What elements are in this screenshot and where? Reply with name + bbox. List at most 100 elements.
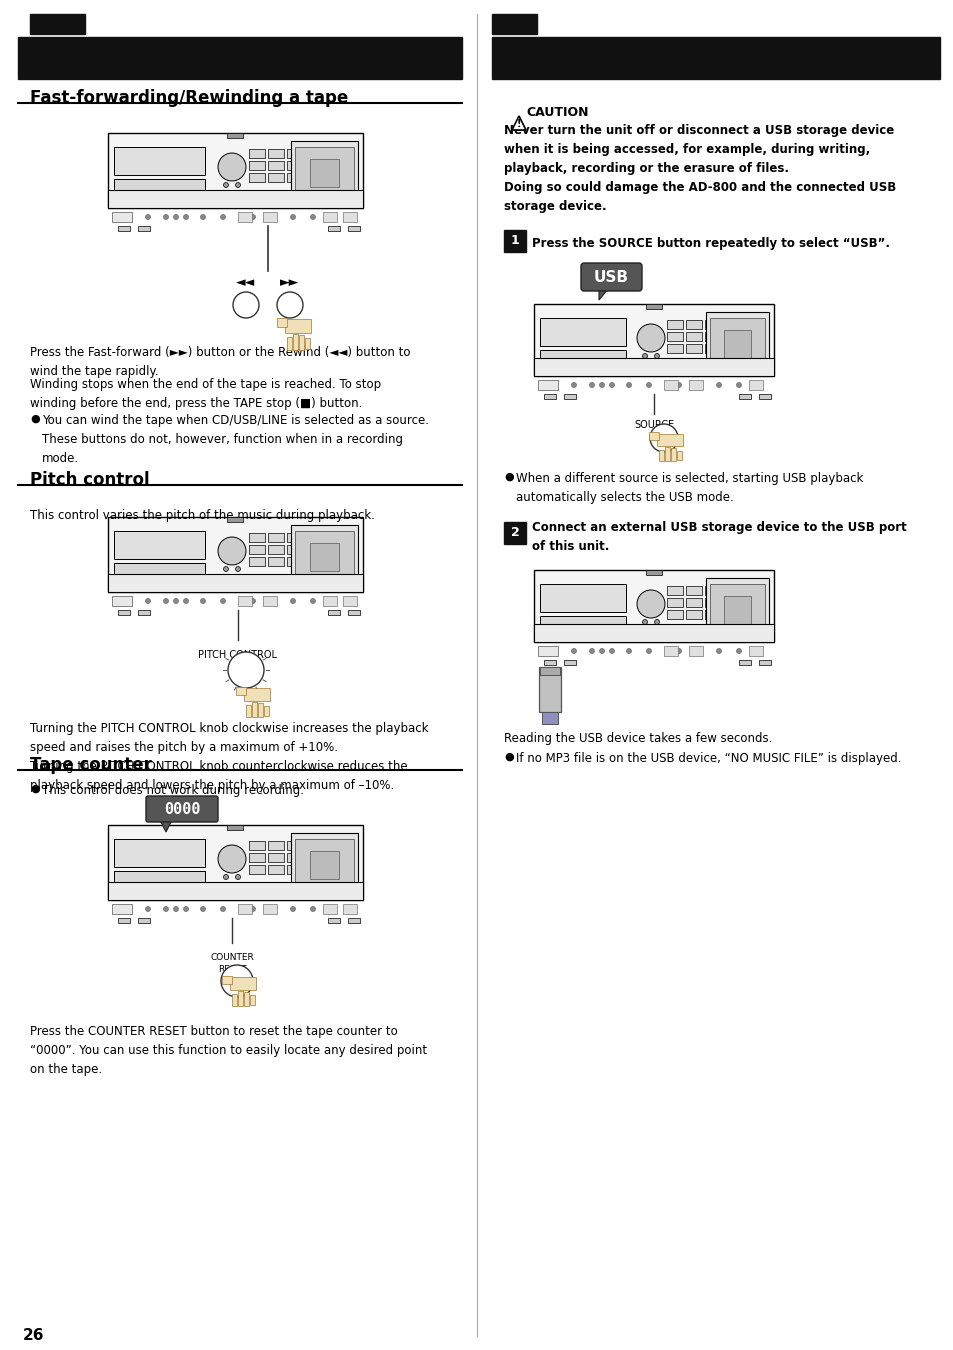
Circle shape — [163, 215, 169, 220]
Bar — [663, 647, 678, 656]
Bar — [323, 212, 336, 221]
Bar — [670, 448, 676, 460]
Bar — [138, 225, 150, 231]
Circle shape — [626, 382, 631, 387]
Circle shape — [235, 567, 240, 571]
Bar — [705, 578, 768, 639]
Circle shape — [163, 598, 169, 603]
Circle shape — [251, 215, 255, 220]
Circle shape — [223, 182, 229, 188]
Bar — [348, 225, 359, 231]
Bar — [534, 358, 773, 377]
Text: TAPE: TAPE — [39, 18, 74, 31]
Bar — [268, 865, 284, 873]
Bar — [666, 332, 682, 342]
Bar — [138, 610, 150, 616]
Text: Reading the USB device takes a few seconds.: Reading the USB device takes a few secon… — [503, 732, 772, 745]
Bar — [249, 148, 265, 158]
Bar — [677, 451, 681, 460]
Circle shape — [200, 906, 205, 911]
Bar — [543, 394, 556, 400]
Bar — [227, 517, 243, 522]
Bar — [113, 531, 205, 559]
Circle shape — [223, 875, 229, 879]
Circle shape — [163, 906, 169, 911]
Bar — [249, 545, 265, 554]
Bar — [263, 595, 276, 606]
FancyBboxPatch shape — [146, 796, 218, 822]
Circle shape — [598, 648, 604, 653]
Circle shape — [218, 537, 246, 566]
Circle shape — [598, 382, 604, 387]
Text: Tape counter: Tape counter — [30, 756, 152, 774]
Bar — [257, 703, 263, 717]
Bar — [492, 14, 537, 34]
Bar — [112, 595, 132, 606]
Text: 26: 26 — [23, 1327, 45, 1342]
Text: Winding stops when the end of the tape is reached. To stop
winding before the en: Winding stops when the end of the tape i… — [30, 378, 381, 410]
Bar — [268, 853, 284, 863]
Bar — [723, 598, 735, 608]
Bar — [108, 134, 363, 208]
Bar — [30, 14, 85, 34]
Text: 0000: 0000 — [164, 802, 200, 817]
Bar — [287, 841, 303, 850]
Bar — [112, 212, 132, 221]
Circle shape — [173, 598, 178, 603]
Bar — [287, 558, 303, 566]
Bar — [263, 904, 276, 914]
Circle shape — [626, 648, 631, 653]
Bar — [287, 173, 303, 182]
Circle shape — [183, 598, 189, 603]
Bar — [723, 610, 735, 620]
Bar — [227, 134, 243, 138]
Bar — [250, 995, 254, 1004]
Bar — [563, 660, 576, 666]
Bar — [645, 304, 661, 309]
Text: Press the Fast-forward (►►) button or the Rewind (◄◄) button to
wind the tape ra: Press the Fast-forward (►►) button or th… — [30, 346, 410, 378]
Bar — [492, 36, 939, 80]
Bar — [237, 212, 252, 221]
Bar — [685, 344, 701, 352]
Bar — [704, 598, 720, 608]
Bar — [310, 159, 339, 188]
Bar — [108, 517, 363, 593]
FancyBboxPatch shape — [580, 263, 641, 292]
Text: ●: ● — [30, 784, 40, 794]
Bar — [287, 865, 303, 873]
Circle shape — [649, 424, 678, 452]
Bar — [503, 522, 525, 544]
Circle shape — [235, 875, 240, 879]
Circle shape — [609, 382, 614, 387]
Bar — [537, 647, 558, 656]
Bar — [294, 838, 354, 887]
Bar — [108, 882, 363, 900]
Bar — [108, 574, 363, 593]
Text: Pitch control: Pitch control — [30, 471, 150, 489]
Bar — [276, 319, 287, 327]
Bar — [249, 533, 265, 541]
Text: SOURCE: SOURCE — [634, 420, 674, 431]
Circle shape — [654, 354, 659, 359]
Bar — [666, 598, 682, 608]
Bar — [18, 36, 461, 80]
Bar — [539, 667, 559, 675]
Circle shape — [310, 598, 315, 603]
Bar — [113, 180, 205, 193]
Bar — [343, 904, 356, 914]
Text: Listening to a Cassette Tape (2): Listening to a Cassette Tape (2) — [65, 49, 415, 68]
Bar — [328, 225, 339, 231]
Text: This control varies the pitch of the music during playback.: This control varies the pitch of the mus… — [30, 509, 375, 522]
Bar — [113, 838, 205, 867]
Text: 2: 2 — [510, 526, 518, 540]
Bar — [541, 711, 558, 724]
Text: Never turn the unit off or disconnect a USB storage device
when it is being acce: Never turn the unit off or disconnect a … — [503, 124, 895, 213]
Bar — [688, 647, 702, 656]
Bar — [664, 447, 669, 460]
Text: USB: USB — [593, 270, 628, 285]
Bar — [246, 705, 251, 717]
Bar — [563, 394, 576, 400]
Bar — [252, 702, 256, 717]
Text: Connect an external USB storage device to the USB port
of this unit.: Connect an external USB storage device t… — [532, 521, 905, 552]
Bar — [138, 918, 150, 923]
